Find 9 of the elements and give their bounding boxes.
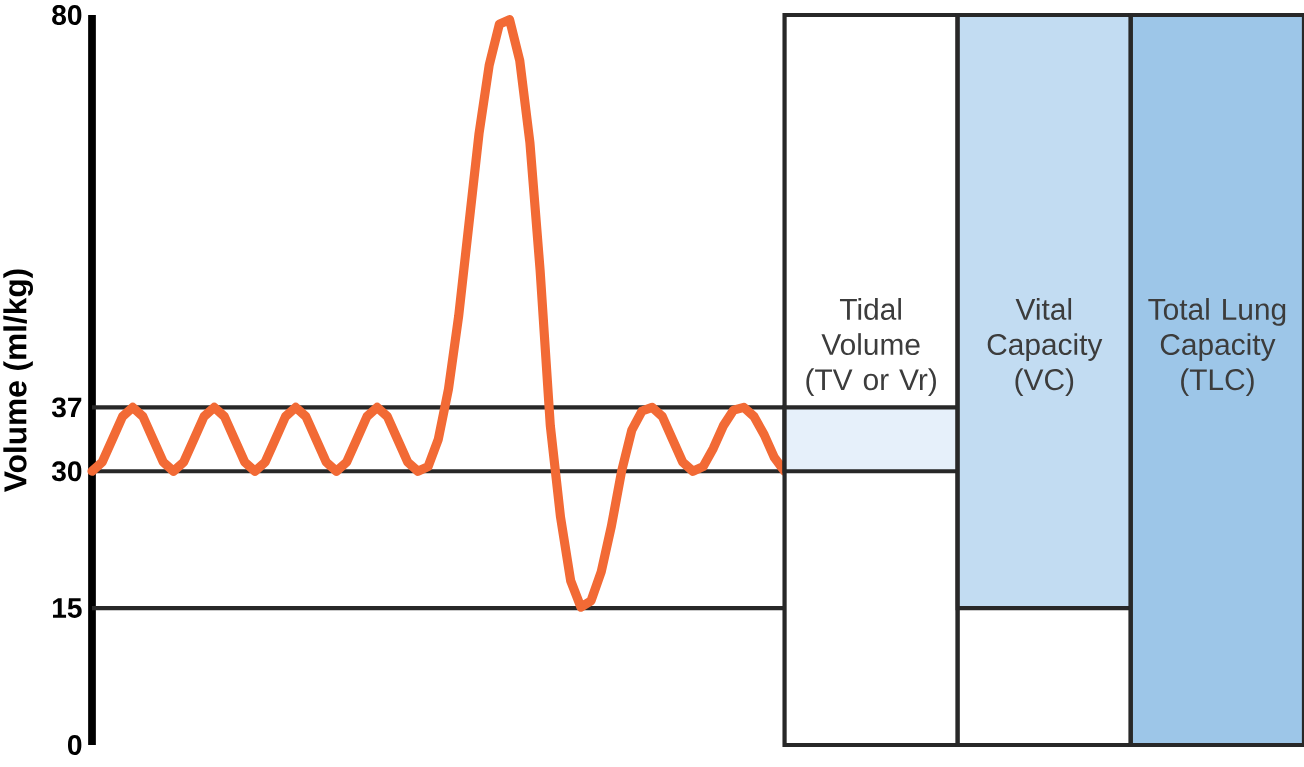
y-tick-label: 80 xyxy=(52,5,82,25)
category-label: Vital Capacity (VC) xyxy=(987,297,1103,397)
y-tick-label: 15 xyxy=(53,598,82,618)
category-label: Tidal Volume (TV or Vr) xyxy=(806,297,936,397)
category-label: Total Lung Capacity (TLC) xyxy=(1148,297,1286,397)
y-tick-label: 37 xyxy=(51,397,82,418)
y-tick-label: 0 xyxy=(67,735,82,755)
y-tick-label: 30 xyxy=(51,461,82,482)
y-axis-title: Volume (ml/kg) xyxy=(3,269,33,492)
